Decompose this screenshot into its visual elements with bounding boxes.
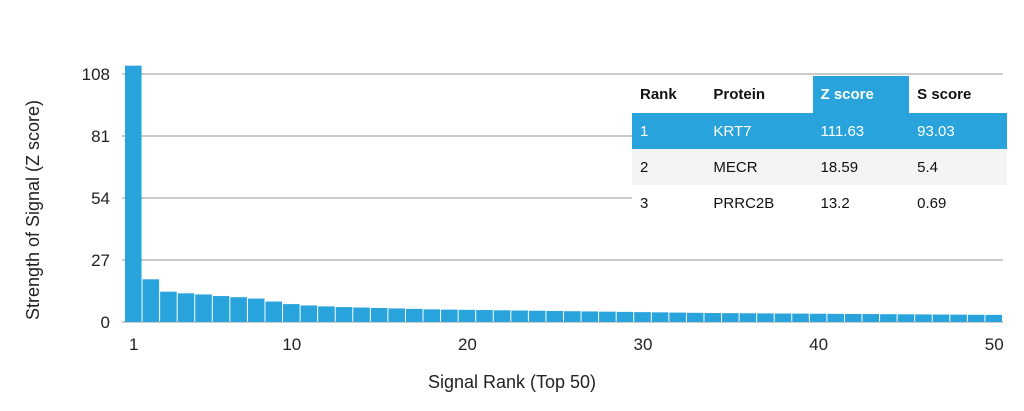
bar — [634, 312, 651, 322]
bar — [651, 312, 669, 322]
cell-rank: 3 — [632, 185, 706, 221]
y-tick-label: 54 — [91, 189, 110, 208]
bar — [880, 314, 897, 322]
bar — [704, 313, 722, 322]
x-tick-label: 50 — [985, 335, 1004, 354]
bar — [686, 312, 704, 322]
bar — [897, 314, 915, 322]
bar — [757, 313, 774, 322]
bar — [546, 310, 563, 322]
x-tick-label: 20 — [458, 335, 477, 354]
bar — [722, 313, 739, 322]
y-tick-label: 81 — [91, 127, 110, 146]
bar — [265, 301, 283, 322]
x-tick-label: 10 — [282, 335, 301, 354]
bar — [247, 298, 265, 322]
bar — [862, 314, 880, 322]
bar — [669, 312, 686, 322]
bar — [195, 294, 212, 322]
bar — [950, 314, 967, 322]
x-axis-title: Signal Rank (Top 50) — [428, 372, 596, 392]
x-tick-label: 40 — [809, 335, 828, 354]
bars — [125, 65, 1002, 323]
bar — [493, 310, 511, 322]
bar — [405, 308, 423, 322]
table-header-row: Rank Protein Z score S score — [632, 76, 1007, 113]
header-rank: Rank — [632, 76, 706, 113]
bar — [125, 65, 142, 323]
y-tick-label: 27 — [91, 251, 110, 270]
bar — [353, 307, 370, 322]
cell-z-score: 18.59 — [812, 149, 910, 185]
bar — [792, 313, 809, 322]
bar — [774, 313, 792, 322]
bar — [915, 314, 932, 322]
bar — [335, 307, 353, 322]
bar — [318, 306, 335, 322]
bar — [809, 313, 827, 322]
bar — [599, 311, 616, 322]
y-tick-label: 108 — [82, 65, 110, 84]
y-axis-title: Strength of Signal (Z score) — [23, 100, 43, 320]
bar — [967, 314, 985, 322]
cell-protein: KRT7 — [705, 113, 813, 149]
table-row: 3 PRRC2B 13.2 0.69 — [632, 185, 1007, 221]
bar — [581, 311, 599, 322]
bar — [142, 279, 160, 322]
bar — [932, 314, 950, 322]
y-tick-label: 0 — [101, 313, 110, 332]
cell-rank: 1 — [632, 113, 706, 149]
x-tick-labels: 1 10 20 30 40 50 — [129, 335, 1004, 354]
bar — [616, 311, 634, 322]
header-s-score: S score — [909, 76, 1007, 113]
bar — [476, 310, 493, 322]
header-z-score: Z score — [812, 76, 910, 113]
bar — [423, 309, 441, 322]
bar — [985, 314, 1002, 322]
bar — [388, 308, 405, 322]
x-tick-label: 30 — [634, 335, 653, 354]
y-tick-labels: 0 27 54 81 108 — [82, 65, 110, 332]
cell-protein: MECR — [705, 149, 813, 185]
bar — [739, 313, 757, 322]
bar — [212, 296, 230, 322]
cell-s-score: 5.4 — [909, 149, 1007, 185]
cell-protein: PRRC2B — [705, 185, 813, 221]
cell-z-score: 111.63 — [812, 113, 910, 149]
bar — [458, 309, 476, 322]
score-table: Rank Protein Z score S score 1 KRT7 111.… — [632, 76, 1007, 221]
table-row: 1 KRT7 111.63 93.03 — [632, 113, 1007, 149]
bar — [283, 304, 300, 322]
cell-z-score: 13.2 — [812, 185, 910, 221]
bar — [300, 305, 318, 322]
header-protein: Protein — [705, 76, 813, 113]
bar — [160, 291, 177, 322]
x-tick-label: 1 — [129, 335, 138, 354]
bar — [441, 309, 458, 322]
bar — [528, 310, 546, 322]
cell-rank: 2 — [632, 149, 706, 185]
cell-s-score: 0.69 — [909, 185, 1007, 221]
cell-s-score: 93.03 — [909, 113, 1007, 149]
bar — [844, 313, 862, 322]
bar — [230, 297, 247, 322]
bar — [827, 313, 844, 322]
bar — [370, 307, 388, 322]
bar — [177, 293, 195, 322]
bar — [564, 311, 581, 322]
table-row: 2 MECR 18.59 5.4 — [632, 149, 1007, 185]
bar — [511, 310, 528, 322]
